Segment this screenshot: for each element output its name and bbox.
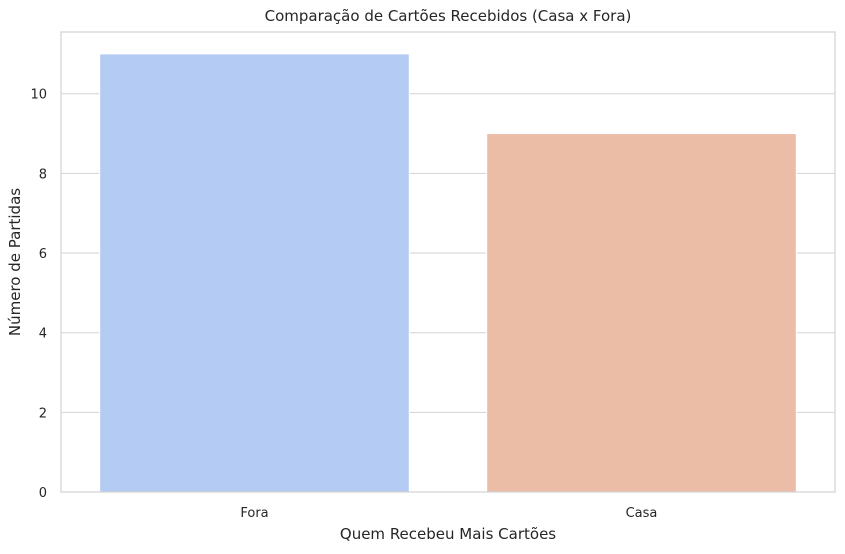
y-tick-label-8: 8 [39, 167, 47, 182]
y-tick-label-2: 2 [39, 406, 47, 421]
y-tick-label-0: 0 [39, 486, 47, 501]
y-tick-label-6: 6 [39, 247, 47, 262]
x-tick-label-fora: Fora [240, 506, 268, 521]
y-axis-label: Número de Partidas [6, 188, 24, 336]
y-tick-label-10: 10 [30, 88, 47, 103]
plot-frame [60, 31, 836, 493]
y-tick-label-4: 4 [39, 327, 47, 342]
bar-casa [486, 133, 797, 493]
chart-title: Comparação de Cartões Recebidos (Casa x … [265, 7, 632, 25]
bar-fora [99, 53, 410, 493]
x-tick-label-casa: Casa [626, 506, 658, 521]
x-tick-labels: Fora Casa [240, 506, 657, 521]
y-tick-labels: 0 2 4 6 8 10 [30, 88, 47, 501]
x-axis-label: Quem Recebeu Mais Cartões [340, 525, 556, 543]
bars [99, 53, 797, 493]
